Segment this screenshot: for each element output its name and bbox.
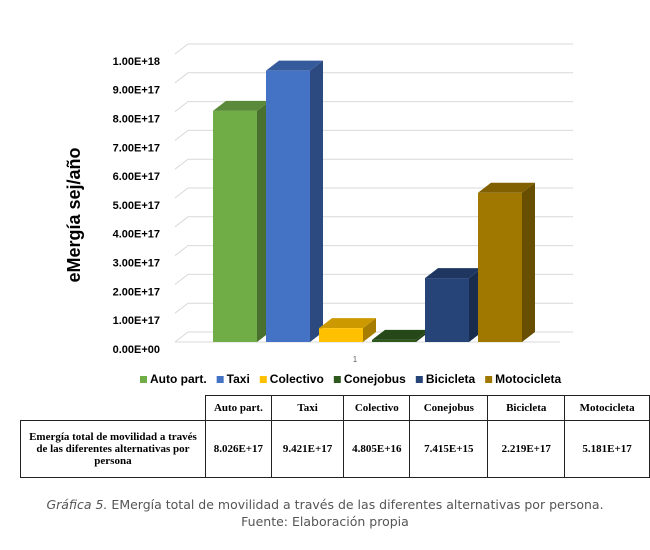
legend-item: Motocicleta [485, 372, 562, 386]
legend-item: Bicicleta [415, 372, 476, 386]
y-tick-label: 2.00E+17 [113, 286, 160, 298]
legend-item: Colectivo [259, 372, 324, 386]
bar-top [266, 60, 323, 71]
legend-label: Auto part. [150, 372, 207, 386]
grid-line [174, 216, 573, 228]
legend-label: Conejobus [344, 372, 406, 386]
bar [319, 328, 363, 342]
legend-label: Motocicleta [495, 372, 561, 386]
legend-label: Bicicleta [426, 372, 476, 386]
legend-swatch [259, 376, 267, 383]
y-tick-label: 8.00E+17 [113, 114, 160, 126]
table-value: 9.421E+17 [270, 420, 345, 478]
legend-label: Taxi [227, 372, 250, 386]
legend-swatch [216, 376, 224, 383]
table-value: 4.805E+16 [343, 420, 411, 478]
y-tick-label: 3.00E+17 [113, 258, 160, 270]
table-header: Auto part. Taxi Colectivo Conejobus Biciclet… [20, 395, 650, 421]
grid-line [174, 43, 573, 55]
grid-line [174, 158, 573, 170]
table-value: 2.219E+17 [487, 420, 566, 478]
y-tick-label: 9.00E+17 [113, 85, 160, 97]
bar-top [319, 318, 376, 329]
grid-line [174, 72, 573, 84]
column-header: Auto part. [204, 395, 272, 421]
bar [266, 70, 310, 342]
bar [372, 339, 416, 342]
caption-source: Fuente: Elaboración propia [241, 514, 409, 529]
column-header: Conejobus [409, 395, 489, 421]
y-tick-label: 1.00E+17 [113, 315, 160, 327]
bar-top [213, 100, 270, 111]
bar-top [372, 329, 429, 340]
grid-line [174, 129, 573, 141]
grid-line [174, 101, 573, 112]
data-table: Auto part. Taxi Colectivo Conejobus Biciclet… [20, 395, 650, 478]
legend-item: Taxi [216, 372, 250, 386]
legend-swatch [333, 376, 341, 383]
table-row: Emergía total de movilidad a través de l… [20, 420, 650, 478]
grid-line [174, 245, 573, 256]
column-header: Motocicleta [564, 395, 650, 421]
caption: Gráfica 5. EMergía total de movilidad a … [0, 496, 650, 530]
bar-side [310, 60, 323, 342]
legend-swatch [140, 376, 147, 383]
legend-item: Conejobus [333, 372, 406, 386]
bar-side [522, 182, 535, 342]
y-tick-label: 6.00E+17 [113, 171, 160, 183]
bar [425, 278, 469, 342]
y-tick-label: 4.00E+17 [113, 229, 160, 241]
blank-cell [20, 395, 206, 421]
table-value: 7.415E+15 [409, 420, 489, 478]
legend-swatch [485, 376, 493, 383]
caption-label: Gráfica 5. [46, 497, 108, 512]
legend-swatch [415, 376, 423, 383]
column-header: Bicicleta [487, 395, 566, 421]
table-value: 8.026E+17 [204, 420, 272, 478]
row-label: Emergía total de movilidad a través de l… [20, 420, 206, 478]
bar [478, 192, 522, 342]
bar-top [425, 268, 482, 279]
chart: eMergía sej/año 0.00E+00 1.00E+17 2.00E+17… [64, 43, 573, 386]
caption-line: Gráfica 5. EMergía total de movilidad a … [0, 496, 650, 513]
y-tick-label: 1.00E+18 [113, 56, 160, 68]
y-tick-label: 5.00E+17 [113, 200, 160, 212]
column-header: Colectivo [343, 395, 411, 421]
legend-label: Colectivo [270, 372, 324, 386]
y-tick-label: 0.00E+00 [113, 344, 160, 356]
bar-top [478, 182, 535, 193]
x-tick-label: 1 [353, 355, 358, 364]
y-axis-label: eMergía sej/año [64, 147, 84, 282]
legend-item: Auto part. [140, 372, 207, 386]
caption-text: EMergía total de movilidad a través de l… [111, 497, 604, 512]
table-value: 5.181E+17 [564, 420, 650, 478]
grid-line [174, 187, 573, 199]
bar [213, 110, 257, 342]
y-tick-label: 7.00E+17 [113, 142, 160, 154]
bar-side [363, 318, 376, 342]
column-header: Taxi [270, 395, 345, 421]
